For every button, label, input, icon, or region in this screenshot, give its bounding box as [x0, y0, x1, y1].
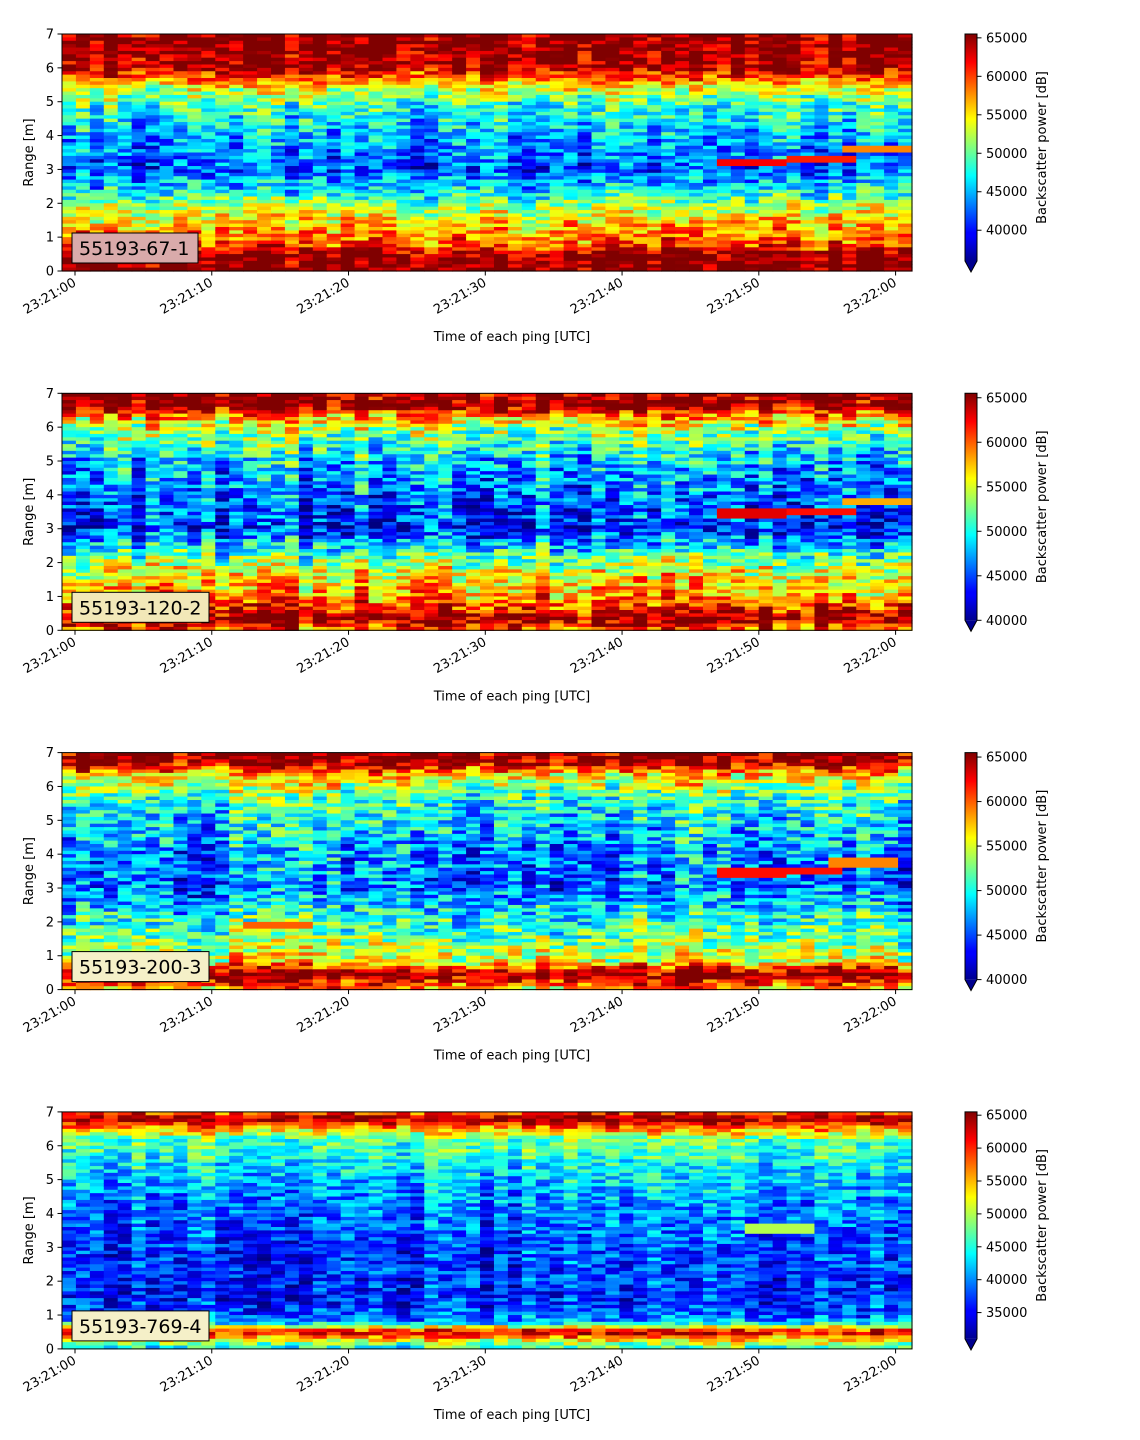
colorbar-tick-label: 50000 — [986, 147, 1027, 162]
y-tick-label: 6 — [46, 61, 54, 76]
colorbar-tick-label: 60000 — [986, 70, 1027, 85]
y-tick-label: 0 — [46, 265, 54, 280]
colorbar-tick-label: 45000 — [986, 185, 1027, 200]
panel-2: 01234567Range [m]23:21:0023:21:1023:21:2… — [21, 387, 1050, 705]
x-tick-label: 23:21:30 — [431, 275, 489, 317]
x-tick-label: 23:21:50 — [705, 275, 763, 317]
y-tick-label: 1 — [46, 231, 54, 246]
panel-label-text: 55193-67-1 — [79, 238, 189, 260]
y-tick-label: 5 — [46, 95, 54, 110]
y-tick-label: 2 — [46, 197, 54, 212]
y-tick-label: 3 — [46, 163, 54, 178]
colorbar-tick-label: 55000 — [986, 108, 1027, 123]
y-tick-label: 4 — [46, 129, 54, 144]
y-tick-label: 7 — [46, 28, 54, 43]
panel-1: 0 1 2 3 4 5 6 7 Range [m] 23:21:00 23:21:10 23:21:2… — [21, 28, 1050, 346]
x-tick-label: 23:21:20 — [294, 275, 352, 317]
colorbar-extend-min — [965, 261, 977, 272]
colorbar-label: Backscatter power [dB] — [1035, 71, 1050, 224]
colorbar-tick-label: 40000 — [986, 224, 1027, 239]
x-axis-label: Time of each ping [UTC] — [433, 330, 591, 345]
x-tick-label: 23:21:10 — [158, 275, 216, 317]
colorbar: 40000 45000 50000 55000 60000 65000 Backscatte… — [965, 31, 1050, 272]
panel-label: 55193-67-1 — [72, 233, 198, 263]
colorbar-gradient — [965, 34, 977, 261]
y-axis-label: Range [m] — [22, 118, 37, 186]
x-tick-label: 23:21:00 — [21, 275, 79, 317]
x-tick-label: 23:21:40 — [568, 275, 626, 317]
x-tick-label: 23:22:00 — [842, 275, 900, 317]
colorbar-tick-label: 65000 — [986, 31, 1027, 46]
